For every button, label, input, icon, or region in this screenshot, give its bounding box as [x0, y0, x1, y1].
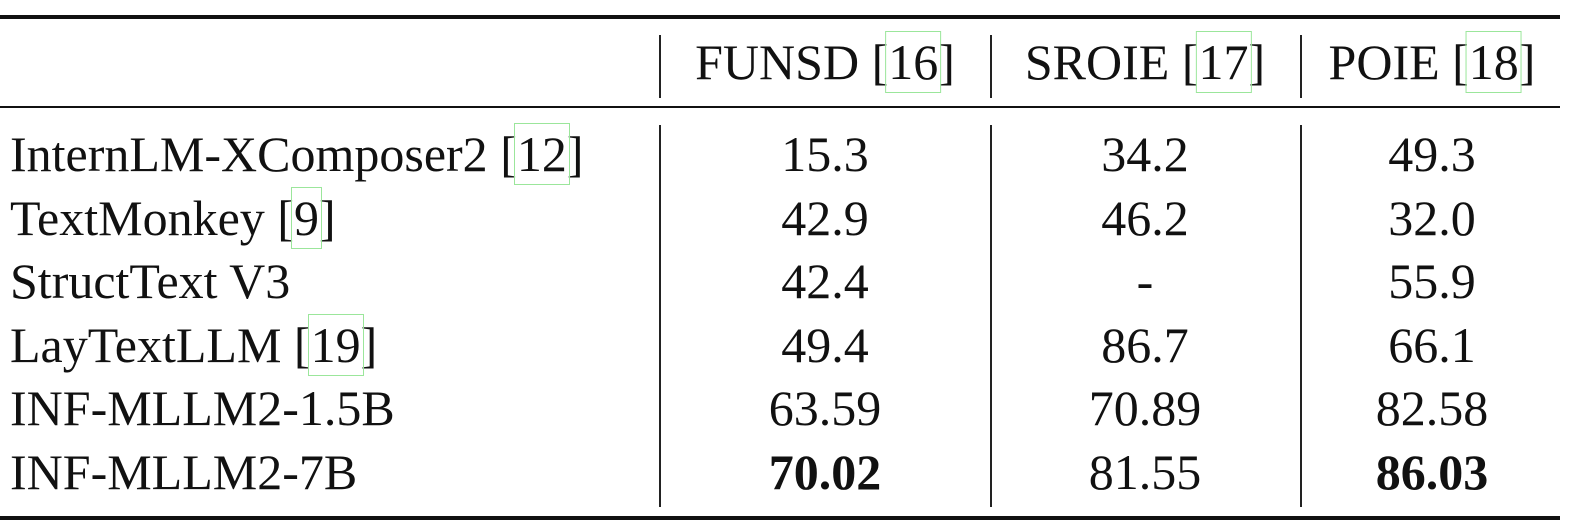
citation-link[interactable]: 17: [1195, 31, 1252, 93]
label: INF-MLLM2-1.5B: [10, 380, 395, 436]
table-cell: 82.58: [1375, 380, 1489, 436]
column-header-sroie: SROIE [17]: [1024, 31, 1266, 93]
citation-link[interactable]: 19: [307, 313, 364, 376]
table-cell: 86.7: [1101, 316, 1189, 373]
body-divider: [990, 125, 992, 507]
top-rule: [0, 15, 1560, 19]
table-cell: 32.0: [1388, 189, 1476, 246]
citation-link[interactable]: 18: [1465, 31, 1522, 93]
label: SROIE: [1024, 34, 1170, 90]
label: FUNSD: [695, 34, 860, 90]
table-cell: 70.89: [1088, 380, 1202, 436]
table-cell: 86.03: [1375, 443, 1489, 500]
row-model-name: INF-MLLM2-7B: [10, 440, 357, 504]
label: LayTextLLM: [10, 316, 282, 373]
table-cell: 49.4: [781, 316, 869, 373]
row-model-name: InternLM-XComposer2 [12]: [10, 123, 584, 185]
label: INF-MLLM2-7B: [10, 443, 358, 500]
label: TextMonkey: [10, 189, 265, 246]
label: InternLM-XComposer2: [10, 126, 488, 182]
table-cell: 42.9: [781, 189, 869, 246]
body-divider: [659, 125, 661, 507]
table-cell: 15.3: [781, 126, 869, 182]
row-model-name: TextMonkey [9]: [10, 186, 336, 249]
row-model-name: LayTextLLM [19]: [10, 313, 378, 376]
bottom-rule: [0, 516, 1560, 520]
table-cell: 81.55: [1088, 443, 1202, 500]
citation-link[interactable]: 16: [885, 31, 942, 93]
table-cell: 66.1: [1388, 316, 1476, 373]
table-cell: 70.02: [768, 443, 882, 500]
column-header-poie: POIE [18]: [1328, 31, 1536, 93]
header-divider: [659, 35, 661, 98]
header-rule: [0, 106, 1560, 108]
row-model-name: INF-MLLM2-1.5B: [10, 376, 395, 440]
table-cell: 49.3: [1388, 126, 1476, 182]
table-cell: 46.2: [1101, 189, 1189, 246]
label: POIE: [1328, 34, 1440, 90]
citation-link[interactable]: 12: [513, 123, 570, 185]
header-divider: [1300, 35, 1302, 98]
header-divider: [990, 35, 992, 98]
table-cell: 55.9: [1388, 253, 1476, 309]
row-model-name: StructText V3: [10, 249, 290, 313]
column-header-funsd: FUNSD [16]: [695, 31, 955, 93]
label: StructText V3: [10, 253, 291, 309]
table-cell: -: [1136, 253, 1154, 309]
citation-link[interactable]: 9: [290, 186, 322, 249]
body-divider: [1300, 125, 1302, 507]
table-cell: 63.59: [768, 380, 882, 436]
table-cell: 34.2: [1101, 126, 1189, 182]
table-cell: 42.4: [781, 253, 869, 309]
